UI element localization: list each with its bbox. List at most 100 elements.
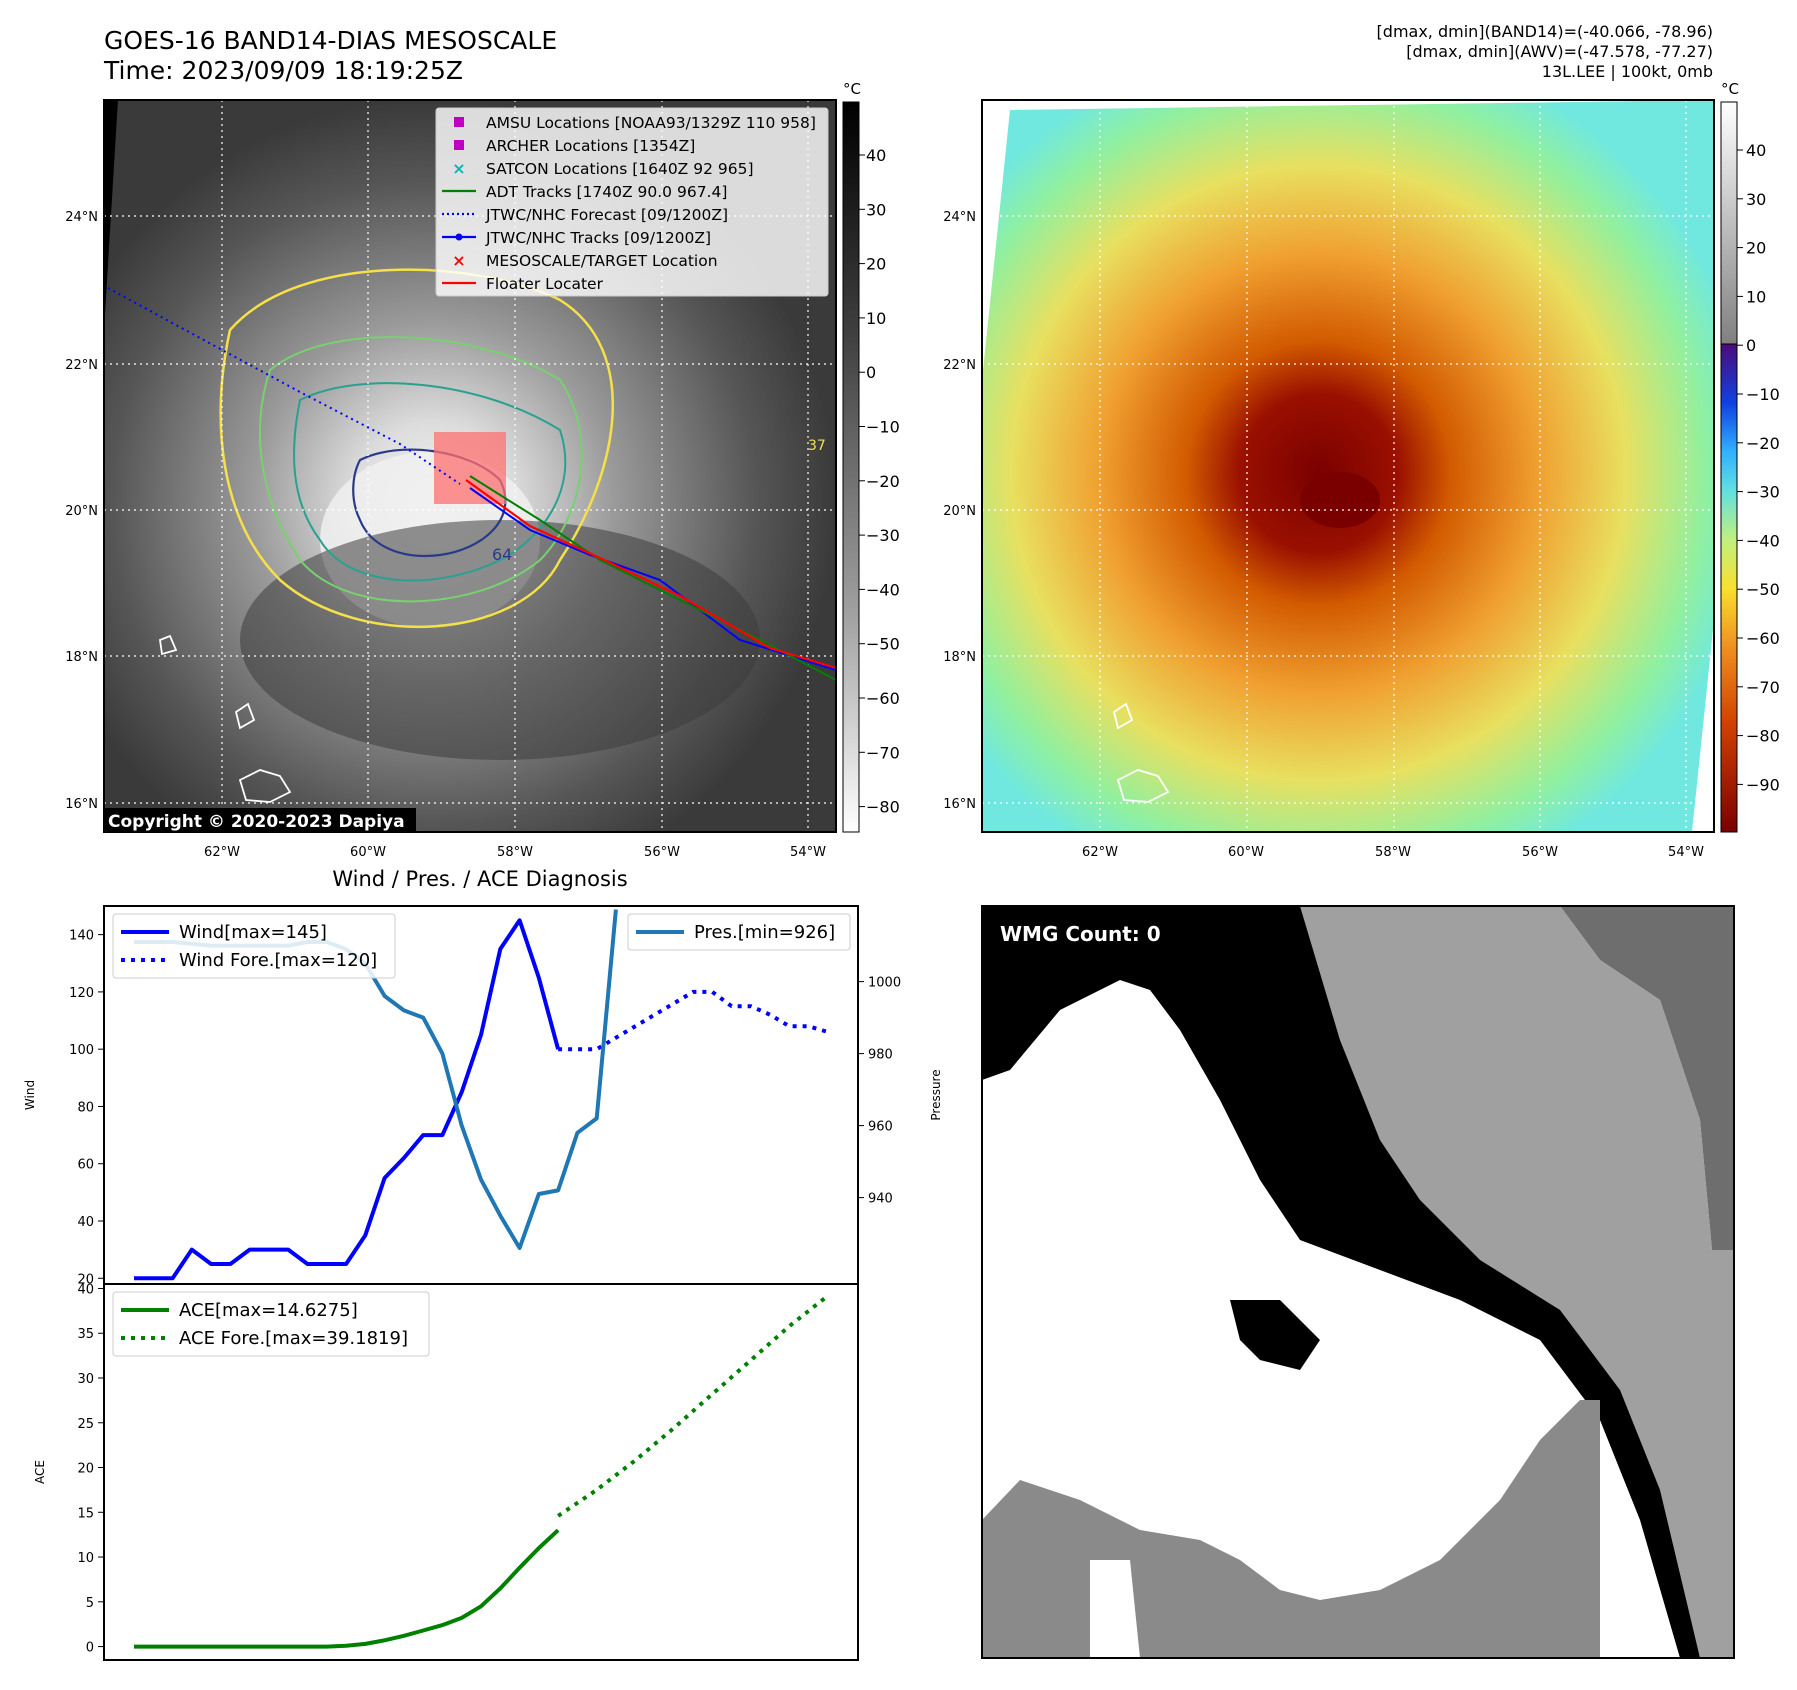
ir-colorbar-tick-0: 40 — [866, 146, 886, 165]
windChart-ytick-60: 60 — [77, 1158, 94, 1173]
legend-label: AMSU Locations [NOAA93/1329Z 110 958] — [486, 114, 816, 132]
ir-colorbar-tick-3: 10 — [866, 309, 886, 328]
windChart-series-wind-max-145 — [134, 918, 561, 1281]
windChart-ytick-right-1000: 1000 — [868, 976, 901, 991]
map-axis-ticks: 62°W 60°W 58°W 56°W 54°W 24°N 22°N 20°N 18°N 16°N… — [65, 210, 1704, 860]
windChart-legend-top-right: Pres.[min=926] — [627, 913, 851, 951]
legend-marker — [454, 117, 464, 127]
legend-marker — [454, 140, 464, 150]
legend-box — [627, 913, 851, 951]
legend-item-mesoscale-target-location: × MESOSCALE/TARGET Location — [452, 251, 717, 270]
awv-colorbar-tick-7: −30 — [1746, 483, 1780, 502]
map-x-tick-0-54-w: 54°W — [790, 845, 826, 860]
contour-label-37: 37 — [808, 438, 826, 454]
stats-line-2: [dmax, dmin](AWV)=(-47.578, -77.27) — [1406, 42, 1713, 61]
pressure-axis-label: Pressure — [929, 1069, 943, 1120]
legend-entry-wind-max-145: Wind[max=145] — [179, 922, 327, 943]
legend-box — [112, 1291, 430, 1357]
ir-colorbar-tick-8: −40 — [866, 580, 900, 599]
awv-colorbar-tick-6: −20 — [1746, 434, 1780, 453]
contour-label-64: 64 — [492, 545, 512, 564]
awv-colorbar-tick-13: −90 — [1746, 775, 1780, 794]
map-y-tick-0-16-n: 16°N — [65, 797, 98, 812]
aceChart-legend-top-left: ACE[max=14.6275] ACE Fore.[max=39.1819] — [112, 1291, 430, 1357]
legend-item-archer-locations-1354z: ARCHER Locations [1354Z] — [454, 137, 695, 155]
ir-colorbar-tick-4: 0 — [866, 363, 876, 382]
map-y-tick-1-18-n: 18°N — [943, 650, 976, 665]
ir-colorbar-unit: °C — [843, 80, 861, 98]
map-x-tick-0-60-w: 60°W — [350, 845, 386, 860]
map-y-tick-0-20-n: 20°N — [65, 504, 98, 519]
map-x-tick-1-54-w: 54°W — [1668, 845, 1704, 860]
wind-pressure-chart: 20 40 60 80 100 120 140 940 960 980 1000 Wind[max=1… — [69, 909, 901, 1287]
legend-entry-pres-min-926: Pres.[min=926] — [694, 922, 835, 943]
ir-colorbar-tick-9: −50 — [866, 635, 900, 654]
ir-colorbar-tick-12: −80 — [866, 798, 900, 817]
map-y-tick-1-20-n: 20°N — [943, 504, 976, 519]
windChart-ytick-140: 140 — [69, 929, 94, 944]
ir-colorbar-tick-7: −30 — [866, 526, 900, 545]
map-x-tick-1-62-w: 62°W — [1082, 845, 1118, 860]
ir-colorbar-tick-6: −20 — [866, 472, 900, 491]
aceChart-ytick-25: 25 — [77, 1417, 94, 1432]
map-y-tick-0-24-n: 24°N — [65, 210, 98, 225]
aceChart-series-ace-max-14-6275 — [134, 1528, 560, 1649]
map-x-tick-0-62-w: 62°W — [204, 845, 240, 860]
legend-label: MESOSCALE/TARGET Location — [486, 252, 718, 270]
windChart-ytick-right-960: 960 — [868, 1120, 893, 1135]
diagnosis-title: Wind / Pres. / ACE Diagnosis — [332, 867, 627, 891]
map-x-tick-1-60-w: 60°W — [1228, 845, 1264, 860]
legend-label: JTWC/NHC Forecast [09/1200Z] — [485, 206, 728, 224]
legend-item-floater-locater: Floater Locater — [442, 275, 604, 293]
awv-colorbar-tick-10: −60 — [1746, 629, 1780, 648]
legend-label: JTWC/NHC Tracks [09/1200Z] — [485, 229, 711, 247]
awv-colorbar-tick-11: −70 — [1746, 678, 1780, 697]
aceChart-ytick-5: 5 — [86, 1596, 94, 1611]
ir-colorbar-tick-5: −10 — [866, 418, 900, 437]
awv-map-panel: °C 40 30 20 10 0 −10 −20 −30 −40 −50 −60 −70 −80 −90 — [981, 80, 1780, 833]
windChart-ytick-40: 40 — [77, 1215, 94, 1230]
ir-colorbar: °C 40 30 20 10 0 −10 −20 −30 −40 −50 −60 −70 −80 — [842, 80, 900, 833]
windChart-ytick-20: 20 — [77, 1272, 94, 1287]
wmg-panel: WMG Count: 0 — [981, 905, 1735, 1659]
map-x-tick-0-58-w: 58°W — [497, 845, 533, 860]
map-y-tick-0-22-n: 22°N — [65, 358, 98, 373]
awv-colorbar-tick-8: −40 — [1746, 531, 1780, 550]
awv-colorbar-tick-0: 40 — [1746, 141, 1766, 160]
stats-line-3: 13L.LEE | 100kt, 0mb — [1541, 62, 1713, 81]
legend-box — [112, 913, 396, 979]
copyright-label: Copyright © 2020-2023 Dapiya — [108, 812, 405, 832]
ace-chart: 0 5 10 15 20 25 30 35 40 ACE[max=14.6275] ACE Fore… — [77, 1282, 830, 1656]
header-stats: [dmax, dmin](BAND14)=(-40.066, -78.96) [… — [1377, 22, 1713, 82]
awv-colorbar-tick-5: −10 — [1746, 385, 1780, 404]
map-x-tick-1-58-w: 58°W — [1375, 845, 1411, 860]
awv-colorbar-tick-1: 30 — [1746, 190, 1766, 209]
aceChart-series-ace-fore-max-39-1819 — [556, 1294, 830, 1518]
map-y-tick-0-18-n: 18°N — [65, 650, 98, 665]
legend-label: ARCHER Locations [1354Z] — [486, 137, 695, 155]
windChart-ytick-120: 120 — [69, 986, 94, 1001]
header-title: GOES-16 BAND14-DIAS MESOSCALE Time: 2023… — [104, 26, 557, 86]
aceChart-ytick-40: 40 — [77, 1282, 94, 1297]
aceChart-ytick-20: 20 — [77, 1462, 94, 1477]
aceChart-ytick-0: 0 — [86, 1641, 94, 1656]
stats-line-1: [dmax, dmin](BAND14)=(-40.066, -78.96) — [1376, 22, 1713, 41]
awv-colorbar-tick-2: 20 — [1746, 239, 1766, 258]
awv-colorbar-unit: °C — [1721, 80, 1739, 98]
aceChart-ytick-10: 10 — [77, 1551, 94, 1566]
windChart-ytick-80: 80 — [77, 1100, 94, 1115]
legend-entry-ace-fore-max-39-1819: ACE Fore.[max=39.1819] — [179, 1328, 408, 1349]
legend-item-adt-tracks-1740z-90-0-967-4: ADT Tracks [1740Z 90.0 967.4] — [442, 183, 727, 201]
title-line-1: GOES-16 BAND14-DIAS MESOSCALE — [104, 26, 558, 55]
windChart-legend-top-left: Wind[max=145] Wind Fore.[max=120] — [112, 913, 396, 979]
ace-axis-label: ACE — [33, 1460, 47, 1484]
diagnosis-panel: Wind / Pres. / ACE Diagnosis 20406080100… — [23, 867, 943, 1661]
ir-colorbar-tick-2: 20 — [866, 255, 886, 274]
legend-entry-ace-max-14-6275: ACE[max=14.6275] — [179, 1300, 358, 1321]
windChart-ytick-100: 100 — [69, 1043, 94, 1058]
windChart-series-wind-fore-max-120 — [558, 989, 829, 1052]
legend-item-jtwc-nhc-forecast-09-1200z: JTWC/NHC Forecast [09/1200Z] — [442, 206, 728, 224]
awv-colorbar-tick-9: −50 — [1746, 580, 1780, 599]
legend-marker: × — [452, 251, 465, 270]
